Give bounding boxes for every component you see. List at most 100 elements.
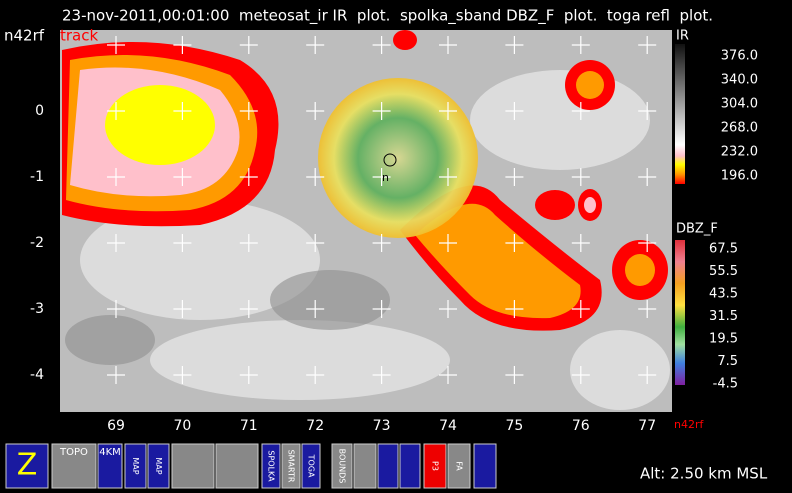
toolbar-label: FA: [455, 461, 464, 471]
grid-cross: [372, 366, 391, 384]
grid-cross: [505, 366, 524, 384]
toolbar-button[interactable]: [281, 443, 301, 489]
ir-scale-label: 268.0: [721, 121, 758, 136]
grid-cross: [173, 234, 192, 252]
grid-cross: [239, 36, 258, 54]
toolbar-button[interactable]: [353, 443, 377, 489]
toolbar-label: TOGA: [307, 454, 316, 478]
lat-label: -2: [30, 235, 44, 251]
ir-texture-dark: [65, 270, 390, 365]
dbz-scale-label: 31.5: [709, 309, 738, 324]
toolbar-button[interactable]: [399, 443, 421, 489]
grid-cross: [571, 168, 590, 186]
toolbar-button[interactable]: [331, 443, 353, 489]
toolbar-button[interactable]: [423, 443, 447, 489]
lon-label: 77: [638, 418, 656, 434]
toolbar-button[interactable]: [377, 443, 399, 489]
grid-cross: [571, 36, 590, 54]
toolbar-button[interactable]: [473, 443, 497, 489]
grid-cross: [505, 168, 524, 186]
lon-label: 72: [306, 418, 324, 434]
lat-label: -3: [30, 301, 44, 317]
grid-cross: [571, 300, 590, 318]
toolbar-button[interactable]: [447, 443, 471, 489]
grid-cross: [107, 36, 125, 54]
grid-cross: [439, 366, 457, 384]
grid-cross: [306, 300, 325, 318]
toolbar-button[interactable]: [5, 443, 49, 489]
toolbar-label: MAP: [131, 457, 140, 474]
lon-label: 74: [439, 418, 457, 434]
toolbar-button[interactable]: [147, 443, 170, 489]
toolbar-button[interactable]: [124, 443, 147, 489]
toolbar-button[interactable]: [51, 443, 97, 489]
grid-cross: [173, 366, 192, 384]
toolbar-label: MAP: [154, 457, 163, 474]
marker-label: n: [382, 171, 389, 184]
dbz-scale-label: 55.5: [709, 264, 738, 279]
grid-cross: [372, 300, 391, 318]
grid-cross: [638, 36, 657, 54]
grid-cross: [306, 366, 325, 384]
grid-cross: [306, 36, 325, 54]
grid-cross: [239, 366, 258, 384]
grid-cross: [638, 168, 657, 186]
toolbar-button[interactable]: [261, 443, 281, 489]
toolbar-label: TOPO: [59, 447, 88, 458]
toolbar-label: Z: [17, 448, 38, 483]
lon-label: 69: [107, 418, 125, 434]
toolbar-label: 4KM: [99, 447, 121, 458]
ir-colorbar: [675, 44, 685, 184]
lon-label: 73: [373, 418, 391, 434]
grid-cross: [107, 366, 125, 384]
grid-cross: [505, 234, 524, 252]
grid-cross: [505, 300, 524, 318]
ir-scale-label: 196.0: [721, 169, 758, 184]
ir-scale-label: 304.0: [721, 97, 758, 112]
grid-cross: [173, 168, 192, 186]
toolbar-label: P3: [431, 461, 440, 471]
toolbar-button[interactable]: [171, 443, 215, 489]
dbz-scale-label: 19.5: [709, 332, 738, 347]
grid-cross: [439, 300, 457, 318]
lon-label: 70: [173, 418, 191, 434]
grid-cross: [372, 234, 391, 252]
radar-echo: [318, 78, 478, 238]
grid-cross: [107, 300, 125, 318]
grid-cross: [107, 234, 125, 252]
grid-cross: [638, 102, 657, 120]
lon-label: 76: [572, 418, 590, 434]
grid-cross: [439, 234, 457, 252]
lat-label: -1: [30, 169, 44, 185]
grid-cross: [638, 366, 657, 384]
lon-label: 71: [240, 418, 258, 434]
toolbar-label: BOUNDS: [338, 449, 347, 484]
grid-cross: [439, 36, 457, 54]
grid-cross: [306, 168, 325, 186]
grid-cross: [239, 234, 258, 252]
platform-label: n42rf: [4, 27, 45, 45]
toolbar-button[interactable]: [97, 443, 123, 489]
grid-cross: [372, 168, 391, 186]
grid-cross: [372, 102, 391, 120]
toolbar-label: SMARTR: [287, 450, 296, 483]
grid-cross: [306, 234, 325, 252]
grid-cross: [306, 102, 325, 120]
dbz-scale-label: -4.5: [713, 377, 738, 392]
header-title: 23-nov-2011,00:01:00 meteosat_ir IR plot…: [62, 7, 713, 26]
ir-title: IR: [676, 29, 689, 44]
ir-scale-label: 232.0: [721, 145, 758, 160]
dbz-scale-label: 43.5: [709, 287, 738, 302]
grid-cross: [107, 168, 125, 186]
toolbar-button[interactable]: [301, 443, 321, 489]
altitude: Alt: 2.50 km MSL: [640, 465, 768, 483]
corner-label: n42rf: [674, 418, 704, 431]
grid-cross: [571, 234, 590, 252]
toolbar-button[interactable]: [215, 443, 259, 489]
grid-cross: [173, 102, 192, 120]
grid-cross: [571, 366, 590, 384]
grid-cross: [571, 102, 590, 120]
ir-scale-label: 376.0: [721, 49, 758, 64]
